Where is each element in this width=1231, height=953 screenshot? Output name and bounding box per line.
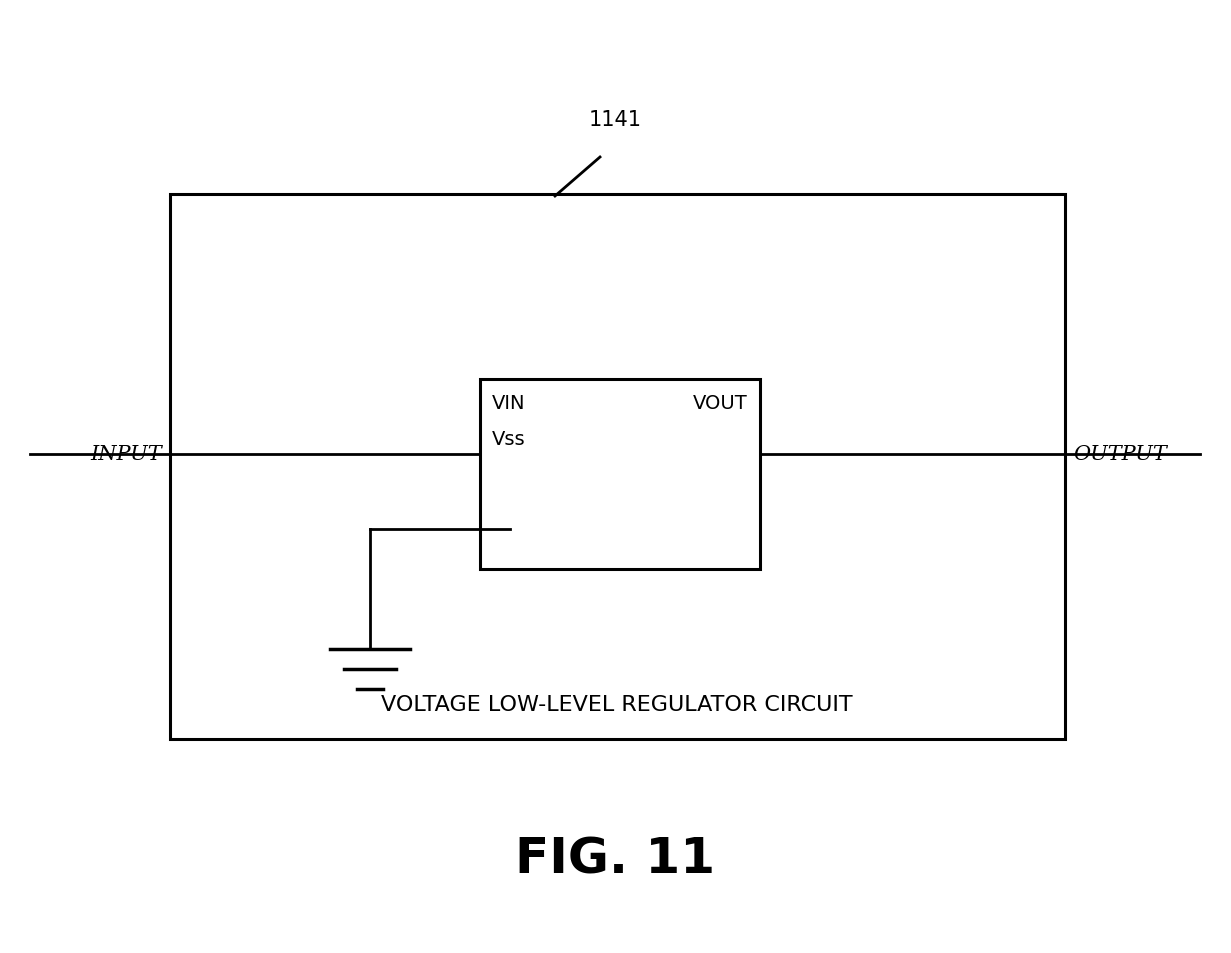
Bar	[480, 379, 760, 569]
Bar	[170, 194, 1065, 740]
Text: VOUT: VOUT	[693, 394, 748, 413]
Text: OUTPUT: OUTPUT	[1073, 445, 1167, 464]
Text: FIG. 11: FIG. 11	[515, 835, 715, 883]
Text: 1141: 1141	[588, 110, 641, 130]
Text: VIN: VIN	[492, 394, 526, 413]
Text: Vss: Vss	[492, 430, 526, 449]
Text: INPUT: INPUT	[90, 445, 162, 464]
Text: VOLTAGE LOW-LEVEL REGULATOR CIRCUIT: VOLTAGE LOW-LEVEL REGULATOR CIRCUIT	[382, 695, 853, 714]
